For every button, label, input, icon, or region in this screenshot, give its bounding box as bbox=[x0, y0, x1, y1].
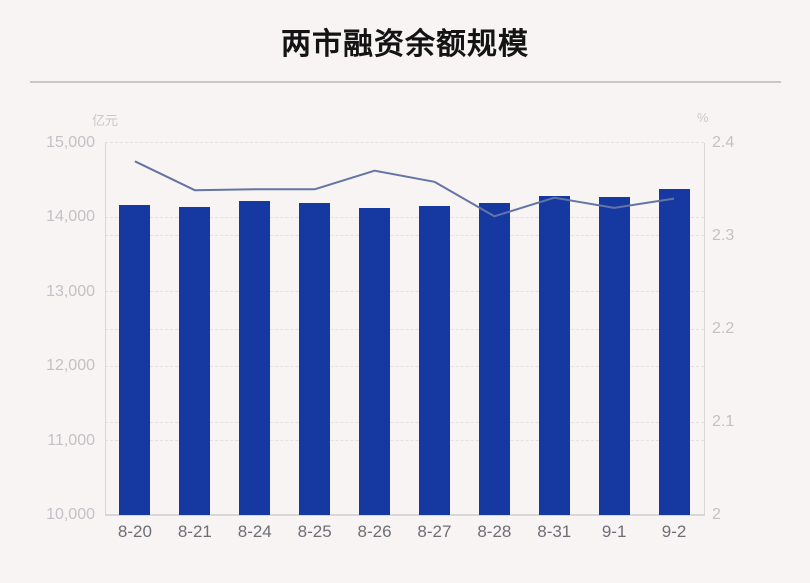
right-axis-line bbox=[704, 142, 705, 517]
right-axis-tick-label: 2.1 bbox=[712, 413, 735, 431]
bar-8-28 bbox=[478, 203, 510, 516]
h-gridline bbox=[105, 440, 704, 442]
left-axis-tick-label: 11,000 bbox=[47, 431, 95, 449]
bar-8-21 bbox=[179, 206, 211, 516]
bar-8-24 bbox=[239, 200, 271, 516]
x-axis-line bbox=[105, 514, 705, 517]
right-axis-tick-label: 2.4 bbox=[712, 133, 735, 151]
x-axis-label: 8-26 bbox=[357, 522, 392, 541]
h-gridline bbox=[105, 421, 704, 423]
bar-9-1 bbox=[598, 196, 630, 516]
right-axis-tick-label: 2.3 bbox=[712, 226, 735, 244]
h-gridline bbox=[105, 142, 704, 144]
left-axis-tick-label: 10,000 bbox=[46, 506, 95, 524]
x-axis-label: 8-24 bbox=[237, 522, 272, 541]
left-axis-unit-label: 亿元 bbox=[92, 113, 119, 128]
bar-8-26 bbox=[359, 207, 391, 516]
right-axis-unit-label: % bbox=[697, 110, 709, 125]
bar-8-25 bbox=[299, 202, 331, 516]
x-axis-label: 9-1 bbox=[601, 522, 627, 541]
x-axis-label: 8-20 bbox=[117, 522, 152, 541]
right-axis-tick-label: 2 bbox=[712, 506, 721, 524]
bar-9-2 bbox=[658, 188, 690, 516]
h-gridline bbox=[105, 235, 704, 237]
x-axis-label: 8-31 bbox=[537, 522, 572, 541]
right-axis-tick-label: 2.2 bbox=[712, 320, 735, 338]
bar-8-31 bbox=[538, 195, 570, 516]
chart-title: 两市融资余额规模 bbox=[281, 28, 529, 61]
bar-8-20 bbox=[119, 204, 151, 516]
x-axis-label: 9-2 bbox=[661, 522, 687, 541]
ratio-line bbox=[134, 160, 675, 218]
title-divider bbox=[30, 81, 781, 83]
x-axis-label: 8-25 bbox=[297, 522, 332, 541]
x-axis-label: 8-28 bbox=[477, 522, 512, 541]
h-gridline bbox=[105, 328, 704, 330]
left-axis-tick-label: 15,000 bbox=[46, 133, 95, 151]
left-axis-tick-label: 13,000 bbox=[46, 282, 95, 300]
x-axis-label: 8-27 bbox=[417, 522, 452, 541]
x-axis-label: 8-21 bbox=[177, 522, 212, 541]
left-axis-tick-label: 14,000 bbox=[46, 208, 95, 226]
bar-8-27 bbox=[418, 206, 450, 516]
h-gridline bbox=[105, 291, 704, 293]
left-axis-line bbox=[105, 142, 106, 516]
left-axis-tick-label: 12,000 bbox=[46, 357, 95, 375]
h-gridline bbox=[105, 365, 704, 367]
